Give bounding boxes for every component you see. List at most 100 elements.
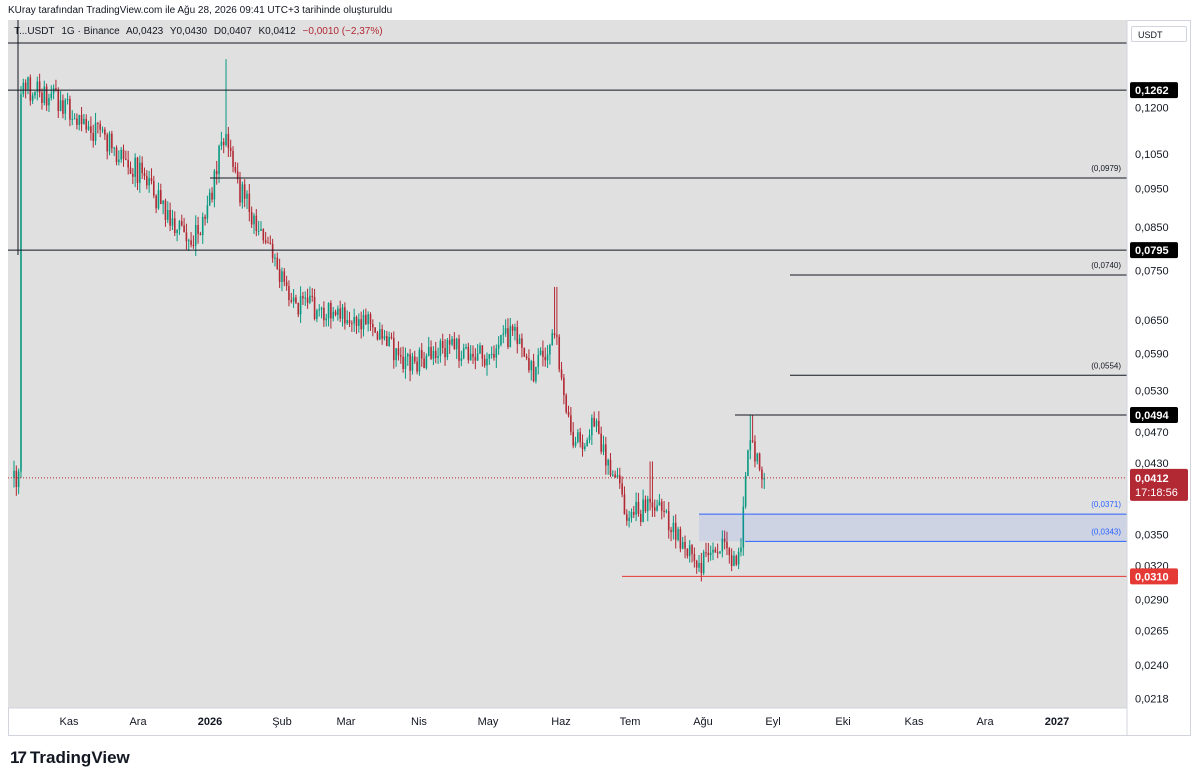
y-tick-label: 0,0470 xyxy=(1135,427,1169,439)
candle-body xyxy=(761,469,763,480)
currency-selector[interactable]: USDT xyxy=(1131,26,1187,42)
current-price-tag-bg xyxy=(1130,468,1188,501)
candle-body xyxy=(17,471,20,488)
candle-body xyxy=(427,346,430,356)
candle-body xyxy=(339,308,341,319)
x-tick-label: Mar xyxy=(337,716,356,728)
candle-body xyxy=(344,307,346,324)
candle-body xyxy=(248,193,251,213)
x-tick-label: Eki xyxy=(835,716,850,728)
candle-body xyxy=(511,326,514,331)
candle-body xyxy=(479,345,481,354)
candle-body xyxy=(730,555,733,566)
candle-body xyxy=(134,157,136,177)
candle-body xyxy=(204,216,206,219)
candle-body xyxy=(351,323,353,325)
candles-group xyxy=(13,59,766,582)
candle-body xyxy=(553,333,556,336)
candle-body xyxy=(295,297,297,303)
candle-body xyxy=(581,442,584,449)
candle-body xyxy=(52,88,55,94)
candle-body xyxy=(423,358,425,369)
candle-body xyxy=(523,347,526,357)
candle-body xyxy=(169,210,171,226)
candle-body xyxy=(425,355,428,369)
candle-body xyxy=(320,307,323,310)
candle-body xyxy=(101,129,104,131)
y-tick-label: 0,0950 xyxy=(1135,183,1169,195)
candle-body xyxy=(395,348,397,361)
candle-body xyxy=(712,549,714,553)
candle-body xyxy=(118,159,120,163)
candle-body xyxy=(747,450,749,476)
candle-body xyxy=(537,354,540,368)
candle-body xyxy=(330,302,332,319)
candle-body xyxy=(455,338,458,350)
candle-body xyxy=(532,361,535,382)
candle-body xyxy=(379,329,381,340)
candle-body xyxy=(574,441,577,446)
candle-body xyxy=(15,470,18,488)
candle-body xyxy=(353,317,355,324)
candle-body xyxy=(635,501,637,515)
candle-body xyxy=(686,548,689,556)
candle-body xyxy=(227,133,230,148)
candle-body xyxy=(106,134,108,152)
x-tick-label: 2027 xyxy=(1045,716,1069,728)
candle-body xyxy=(392,337,395,361)
candle-body xyxy=(490,353,493,355)
candle-body xyxy=(639,513,642,522)
candle-body xyxy=(29,77,32,101)
candle-body xyxy=(737,551,740,565)
candle-body xyxy=(472,353,474,358)
candle-body xyxy=(723,538,726,542)
y-tick-label: 0,0650 xyxy=(1135,315,1169,327)
candle-body xyxy=(199,234,202,236)
candle-body xyxy=(656,505,658,511)
candle-body xyxy=(399,355,402,357)
candle-body xyxy=(383,336,386,339)
y-tick-label: 0,0290 xyxy=(1135,594,1169,606)
bar-countdown-label: 17:18:56 xyxy=(1135,487,1178,499)
candle-body xyxy=(551,333,554,345)
candle-body xyxy=(539,350,542,355)
candle-body xyxy=(99,123,102,130)
candle-body xyxy=(595,420,598,427)
candle-body xyxy=(579,432,581,443)
candle-body xyxy=(600,433,602,452)
candle-body xyxy=(386,336,388,347)
tradingview-logo[interactable]: 17 TradingView xyxy=(10,748,130,768)
candle-body xyxy=(672,522,675,533)
candle-body xyxy=(313,296,316,319)
demand-zone xyxy=(699,514,1127,542)
candle-body xyxy=(346,320,348,324)
candle-body xyxy=(749,440,752,451)
candle-body xyxy=(122,149,125,160)
candle-body xyxy=(439,340,442,356)
candle-body xyxy=(462,348,465,359)
level-axis-label-bg xyxy=(1130,82,1178,99)
candle-body xyxy=(742,506,745,548)
x-tick-label: 2026 xyxy=(198,716,222,728)
candle-body xyxy=(127,159,129,168)
candle-body xyxy=(85,118,88,130)
candle-body xyxy=(24,82,27,90)
candle-body xyxy=(192,244,195,246)
symbol-legend[interactable]: T...USDT 1G · Binance A0,0423 Y0,0430 D0… xyxy=(14,26,387,37)
symbol-name[interactable]: T...USDT xyxy=(14,26,55,37)
candle-body xyxy=(271,243,274,259)
candle-body xyxy=(628,517,630,521)
candle-body xyxy=(71,119,74,121)
candle-body xyxy=(234,166,237,172)
candle-body xyxy=(684,541,686,549)
support-axis-label-bg xyxy=(1130,568,1178,585)
plot-background[interactable] xyxy=(8,20,1127,708)
candle-body xyxy=(693,554,696,562)
candle-body xyxy=(41,92,43,103)
candle-body xyxy=(763,477,766,480)
candle-body xyxy=(420,349,423,359)
candle-body xyxy=(274,257,276,259)
candle-body xyxy=(292,297,295,302)
candle-body xyxy=(465,346,467,349)
